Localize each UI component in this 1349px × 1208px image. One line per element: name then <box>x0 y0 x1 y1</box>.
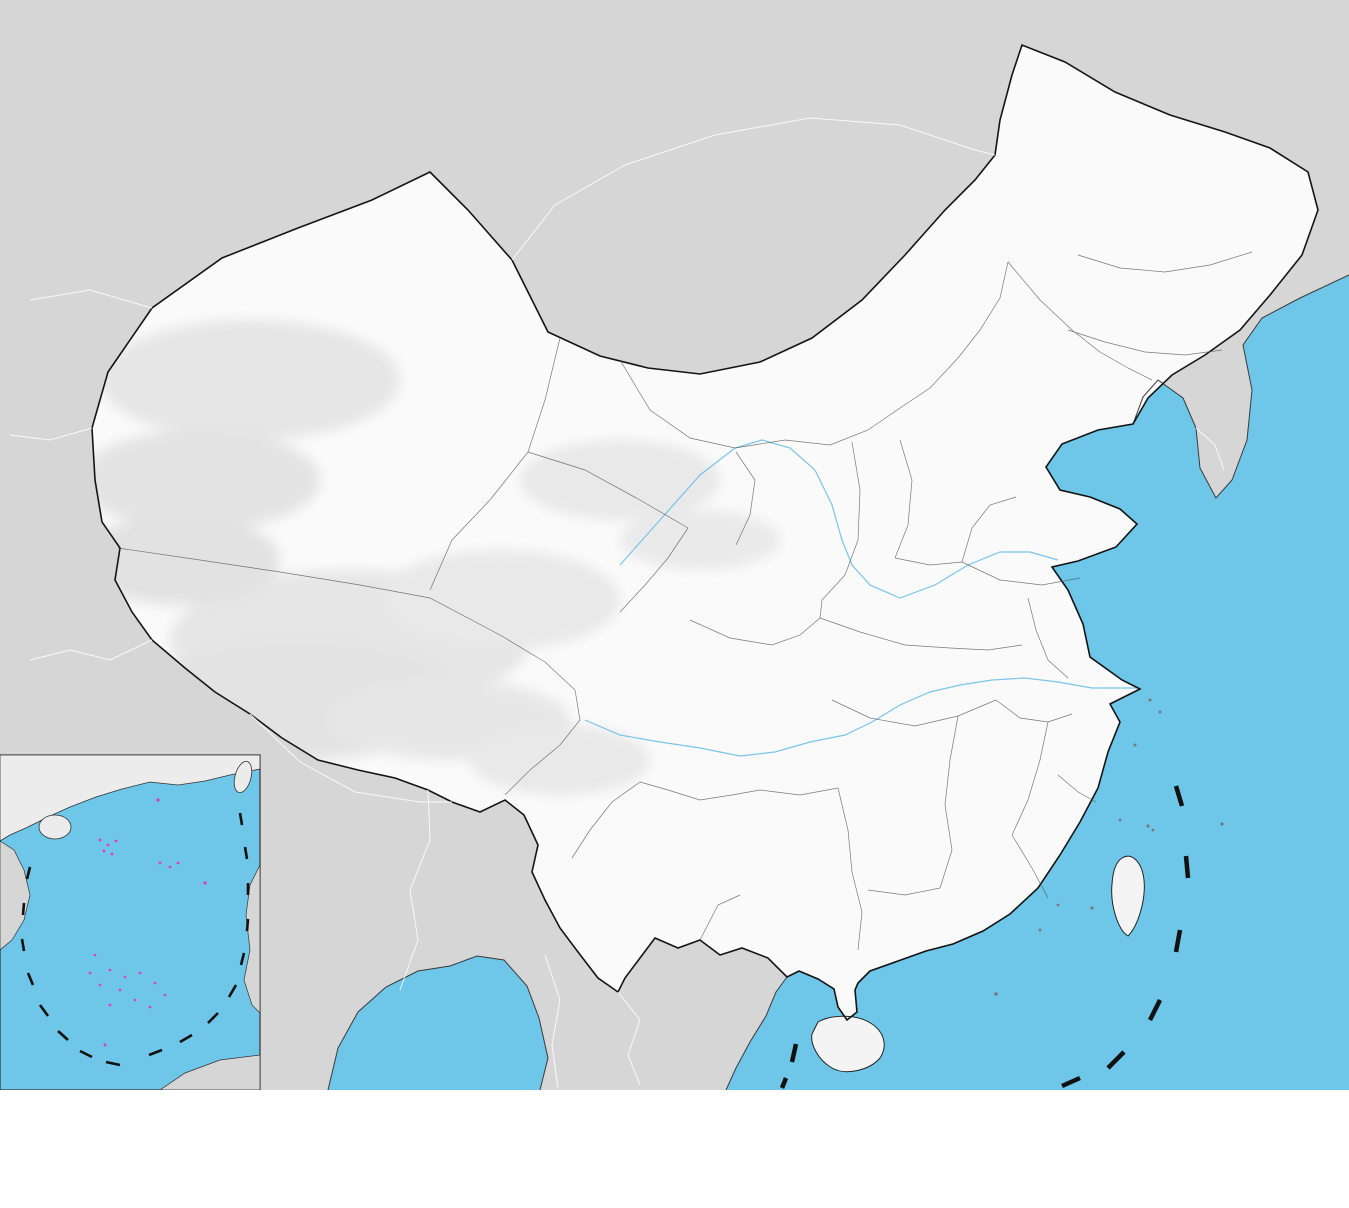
hainan-island <box>811 1015 885 1073</box>
legend-panel <box>0 1090 1349 1208</box>
rivers <box>584 439 1138 757</box>
inset-philippines <box>243 864 261 1014</box>
small-islands <box>994 698 1224 996</box>
inset-taiwan <box>233 761 253 793</box>
inset-island-groups <box>88 798 207 1047</box>
foreign-boundaries <box>9 117 1225 1089</box>
south-china-sea-inset <box>0 754 261 1091</box>
terrain-shading <box>92 320 780 795</box>
province-boundaries <box>117 251 1253 951</box>
inset-nine-dash-line <box>20 812 250 1067</box>
inset-borneo <box>158 1054 261 1091</box>
boundaries <box>9 44 1349 1091</box>
inset-vietnam <box>0 840 31 951</box>
china-radar-map <box>0 0 1349 1091</box>
taiwan-island <box>1111 855 1145 937</box>
inset-hainan <box>38 814 72 840</box>
nine-dash-line <box>779 785 1191 1089</box>
